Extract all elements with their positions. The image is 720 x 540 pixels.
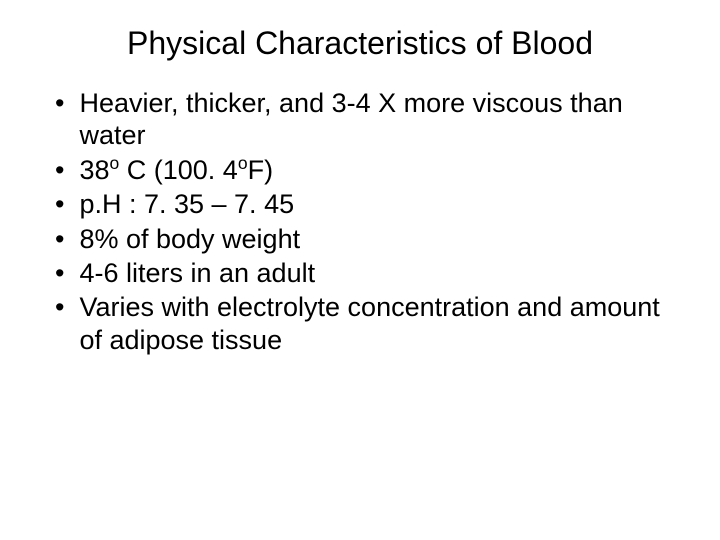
bullet-list: • Heavier, thicker, and 3-4 X more visco… — [40, 87, 680, 356]
list-item: • p.H : 7. 35 – 7. 45 — [55, 188, 680, 220]
bullet-marker: • — [55, 188, 64, 220]
bullet-marker: • — [55, 291, 64, 323]
bullet-marker: • — [55, 87, 64, 119]
bullet-text: Heavier, thicker, and 3-4 X more viscous… — [79, 87, 680, 152]
bullet-marker: • — [55, 257, 64, 289]
bullet-text: 38o C (100. 4oF) — [79, 154, 680, 186]
bullet-text: p.H : 7. 35 – 7. 45 — [79, 188, 680, 220]
list-item: • 4-6 liters in an adult — [55, 257, 680, 289]
list-item: • 8% of body weight — [55, 223, 680, 255]
list-item: • Varies with electrolyte concentration … — [55, 291, 680, 356]
bullet-marker: • — [55, 154, 64, 186]
bullet-text: 4-6 liters in an adult — [79, 257, 680, 289]
list-item: • Heavier, thicker, and 3-4 X more visco… — [55, 87, 680, 152]
bullet-marker: • — [55, 223, 64, 255]
list-item: • 38o C (100. 4oF) — [55, 154, 680, 186]
slide-title: Physical Characteristics of Blood — [40, 25, 680, 62]
bullet-text: 8% of body weight — [79, 223, 680, 255]
bullet-text: Varies with electrolyte concentration an… — [79, 291, 680, 356]
